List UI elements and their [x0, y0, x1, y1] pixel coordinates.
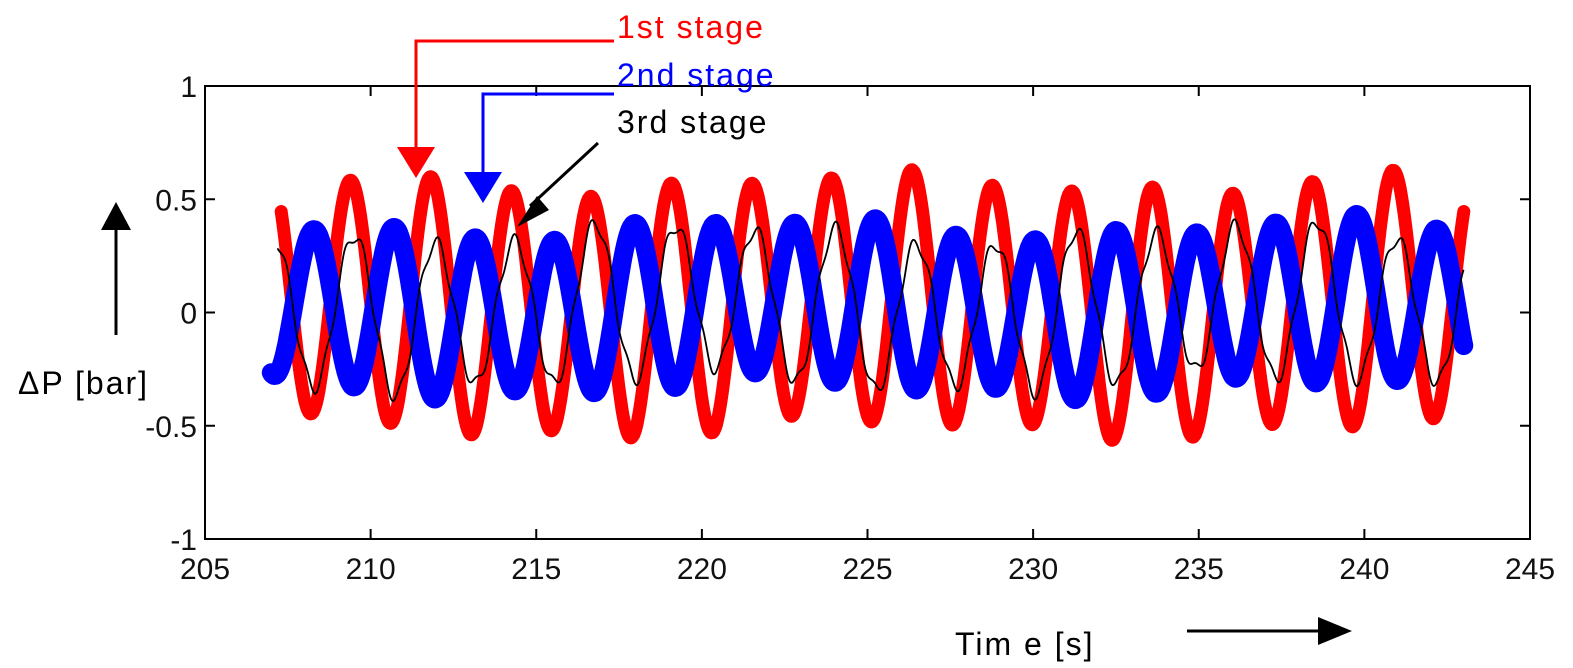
x-axis-label-group: Tim e [s]	[955, 617, 1352, 662]
first-stage-arrowhead-icon	[397, 147, 435, 178]
x-axis-label: Tim e [s]	[955, 626, 1094, 662]
legend: 1st stage 2nd stage 3rd stage	[397, 9, 776, 227]
y-tick-label: 0	[180, 298, 197, 331]
x-tick-label: 215	[511, 553, 561, 586]
legend-second-stage: 2nd stage	[617, 57, 776, 93]
legend-first-stage: 1st stage	[617, 9, 765, 45]
x-tick-label: 235	[1174, 553, 1224, 586]
y-tick-label: -0.5	[145, 411, 197, 444]
x-tick-label: 220	[677, 553, 727, 586]
tick-layer	[204, 85, 1531, 540]
second-stage-arrowhead-icon	[464, 172, 502, 203]
legend-third-stage: 3rd stage	[617, 104, 768, 140]
first-stage-leader-line	[414, 39, 614, 150]
series-line-3	[276, 218, 1465, 403]
series-layer	[261, 163, 1474, 447]
y-axis-label: ΔP [bar]	[18, 365, 149, 401]
tick-label-layer: 205 210 215 220 225 230 235 240 245 1 0.5 0 -0.5 -1	[145, 71, 1555, 586]
series-line-1	[274, 163, 1471, 447]
x-tick-label: 225	[842, 553, 892, 586]
y-tick-label: -1	[170, 524, 197, 557]
series-line-2	[261, 205, 1474, 410]
x-tick-label: 230	[1008, 553, 1058, 586]
x-axis-arrow-right-icon	[1318, 617, 1352, 645]
y-axis-label-group: ΔP [bar]	[18, 202, 149, 401]
third-stage-leader-line	[528, 141, 600, 208]
x-tick-label: 245	[1505, 553, 1555, 586]
third-stage-arrowhead-icon	[517, 196, 549, 227]
y-tick-label: 0.5	[155, 184, 197, 217]
second-stage-leader-line	[481, 92, 614, 175]
x-tick-label: 210	[346, 553, 396, 586]
x-tick-label: 205	[180, 553, 230, 586]
x-tick-label: 240	[1339, 553, 1389, 586]
y-tick-label: 1	[180, 71, 197, 104]
y-axis-arrow-up-icon	[101, 202, 131, 230]
